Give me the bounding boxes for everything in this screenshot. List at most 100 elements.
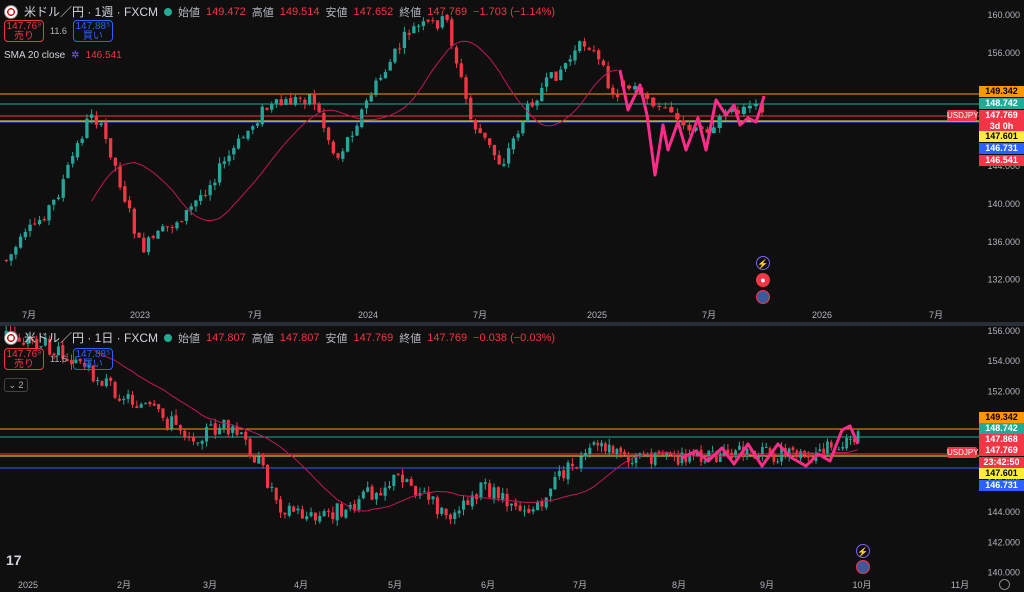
time-tick-label: 6月 (481, 580, 495, 590)
sell-label: 売り (14, 31, 34, 42)
sma-value: 146.541 (85, 50, 122, 61)
price-tag: 146.731 (979, 143, 1024, 154)
price-tick-label: 140.000 (987, 568, 1020, 576)
lightning-icon[interactable]: ⚡ (756, 256, 770, 270)
lightning-icon[interactable]: ⚡ (856, 544, 870, 558)
open-label: 始値 (178, 332, 200, 345)
sma-label: SMA 20 close (4, 50, 66, 61)
market-open-icon (164, 7, 172, 16)
time-tick-label: 7月 (22, 310, 36, 320)
sell-button[interactable]: 147.76⁹ 売り (4, 20, 44, 42)
symbol-title[interactable]: 米ドル／円 · 1週 · FXCM (24, 5, 158, 19)
price-tick-label: 152.000 (987, 386, 1020, 396)
low-value: 147.652 (353, 5, 394, 18)
price-tick-label: 140.000 (987, 199, 1020, 209)
high-value: 149.514 (279, 5, 320, 18)
time-tick-label: 11月 (951, 580, 969, 590)
us-flag-icon[interactable] (856, 560, 870, 574)
symbol-title[interactable]: 米ドル／円 · 1日 · FXCM (24, 331, 158, 345)
buy-price: 147.88⁵ (75, 349, 111, 360)
time-tick-label: 4月 (294, 580, 308, 590)
daily-trade-box: 147.76⁹ 売り 11.6 147.88⁵ 買い (4, 348, 113, 370)
price-tick-label: 156.000 (987, 48, 1020, 58)
high-label: 高値 (251, 6, 274, 19)
time-tick-label: 8月 (672, 580, 686, 590)
time-tick-label: 2024 (358, 310, 378, 320)
candles (4, 14, 620, 266)
price-tag: 147.601 (979, 131, 1024, 142)
open-label: 始値 (178, 6, 200, 19)
usd-jpy-flag-icon (4, 4, 18, 19)
spread-value: 11.6 (50, 354, 67, 364)
symbol-price-tag: USDJPY (947, 110, 979, 121)
time-tick-label: 2025 (587, 310, 607, 320)
weekly-candles-plot[interactable] (0, 0, 979, 306)
collapse-indicators-button[interactable]: ⌄ 2 (4, 378, 28, 392)
pattern-drawing (681, 424, 860, 468)
buy-button[interactable]: 147.88⁵ 買い (72, 20, 113, 42)
weekly-time-axis[interactable]: 7月 2023 7月 2024 7月 2025 7月 2026 7月 (0, 306, 979, 322)
time-tick-label: 7月 (248, 310, 262, 320)
daily-chart-pane[interactable]: 156.000154.000152.000150.000148.000146.0… (0, 326, 1024, 592)
buy-label: 買い (82, 359, 103, 370)
usd-jpy-flag-icon (4, 330, 18, 345)
change-value: −0.038 (−0.03%) (473, 331, 556, 344)
price-tag: 146.731 (979, 480, 1024, 491)
sma-line (91, 40, 618, 222)
price-tag: 146.541 (979, 155, 1024, 166)
price-tick-label: 132.000 (987, 275, 1020, 285)
price-tick-label: 154.000 (987, 356, 1020, 366)
time-tick-label: 7月 (702, 310, 716, 320)
time-tick-label: 7月 (473, 310, 487, 320)
price-tag: 148.742 (979, 423, 1024, 434)
low-label: 安値 (325, 332, 348, 345)
close-value: 147.769 (427, 331, 468, 344)
price-tag: 149.342 (979, 86, 1024, 97)
price-tick-label: 156.000 (987, 326, 1020, 336)
event-icon[interactable]: ● (756, 273, 770, 287)
price-tag: 23:42:50 (979, 457, 1024, 468)
time-tick-label: 2023 (130, 310, 150, 320)
tradingview-logo[interactable]: 17 (6, 552, 22, 568)
price-tag: 147.769 (979, 110, 1024, 121)
buy-button[interactable]: 147.88⁵ 買い (72, 348, 113, 370)
daily-time-axis[interactable]: 2025 2月 3月 4月 5月 6月 7月 8月 9月 10月 11月 (0, 576, 979, 592)
settings-icon[interactable]: ✲ (71, 50, 80, 61)
time-tick-label: 9月 (760, 580, 774, 590)
sma-legend[interactable]: SMA 20 close ✲ 146.541 (4, 50, 122, 61)
settings-gear-icon[interactable] (999, 579, 1010, 590)
price-tag: 147.769 (979, 445, 1024, 456)
time-tick-label: 7月 (929, 310, 943, 320)
weekly-legend: 米ドル／円 · 1週 · FXCM 始値 149.472 高値 149.514 安値… (4, 3, 555, 20)
pane-divider[interactable] (0, 322, 1024, 326)
us-flag-icon[interactable] (756, 290, 770, 304)
symbol-price-tag: USDJPY (947, 447, 979, 458)
close-value: 147.769 (427, 5, 468, 18)
daily-candles-plot[interactable] (0, 326, 979, 576)
price-tick-label: 142.000 (987, 537, 1020, 547)
candles (620, 78, 765, 136)
spread-value: 11.6 (50, 26, 67, 36)
market-open-icon (164, 333, 172, 342)
weekly-chart-pane[interactable]: 160.000156.000152.000148.000144.000140.0… (0, 0, 1024, 322)
time-tick-label: 10月 (852, 580, 871, 590)
open-value: 149.472 (206, 5, 246, 18)
price-tag: 149.342 (979, 412, 1024, 423)
low-value: 147.769 (353, 331, 394, 344)
indicator-count: 2 (18, 380, 24, 390)
high-label: 高値 (251, 332, 274, 345)
time-tick-label: 2026 (812, 310, 832, 320)
low-label: 安値 (325, 6, 348, 19)
price-tag: 3d 0h (979, 121, 1024, 132)
time-tick-label: 7月 (573, 580, 587, 590)
price-tick-label: 136.000 (987, 237, 1020, 247)
open-value: 147.807 (206, 331, 246, 344)
sell-button[interactable]: 147.76⁹ 売り (4, 348, 44, 370)
high-value: 147.807 (279, 331, 320, 344)
buy-label: 買い (82, 31, 103, 42)
time-tick-label: 2月 (117, 580, 131, 590)
sell-price: 147.76⁹ (6, 349, 42, 360)
time-tick-label: 3月 (203, 580, 217, 590)
price-tick-label: 144.000 (987, 161, 1020, 171)
time-tick-label: 5月 (388, 580, 402, 590)
